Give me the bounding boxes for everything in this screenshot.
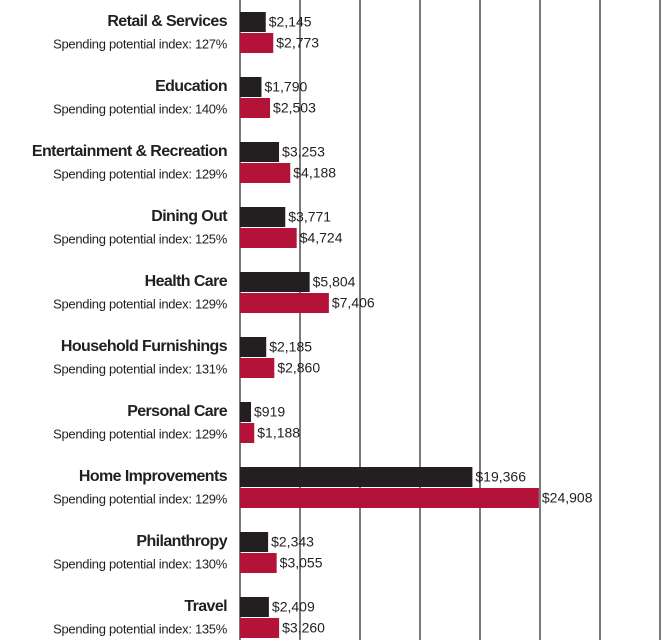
category-label: Dining Out <box>151 208 228 225</box>
bar <box>240 467 473 487</box>
bar <box>240 228 297 248</box>
value-label: $2,773 <box>276 35 319 51</box>
bar <box>240 488 539 508</box>
value-label: $1,790 <box>264 79 307 95</box>
value-label: $19,366 <box>475 469 526 485</box>
index-label: Spending potential index: 140% <box>53 101 228 116</box>
index-label: Spending potential index: 129% <box>53 426 228 441</box>
value-label: $5,804 <box>313 274 356 290</box>
index-label: Spending potential index: 125% <box>53 231 228 246</box>
category-label: Retail & Services <box>107 13 227 30</box>
bar <box>240 163 291 183</box>
index-label: Spending potential index: 129% <box>53 296 228 311</box>
index-label: Spending potential index: 131% <box>53 361 228 376</box>
value-label: $3,055 <box>280 555 323 571</box>
bar <box>240 402 252 422</box>
category-label: Entertainment & Recreation <box>32 143 227 160</box>
category-label: Home Improvements <box>79 468 228 485</box>
bar <box>240 272 310 292</box>
value-label: $2,860 <box>277 360 320 376</box>
category-label: Travel <box>184 598 227 615</box>
category-label: Education <box>155 78 227 95</box>
bar <box>240 553 277 573</box>
value-label: $4,724 <box>300 230 343 246</box>
value-label: $3,771 <box>288 209 331 225</box>
category-label: Health Care <box>145 273 228 290</box>
bar <box>240 207 286 227</box>
bar <box>240 33 274 53</box>
value-label: $2,503 <box>273 100 316 116</box>
bar <box>240 597 269 617</box>
index-label: Spending potential index: 130% <box>53 556 228 571</box>
value-label: $3,253 <box>282 144 325 160</box>
bar <box>240 98 271 118</box>
value-label: $2,409 <box>272 599 315 615</box>
value-label: $24,908 <box>542 490 593 506</box>
bar <box>240 618 280 638</box>
index-label: Spending potential index: 129% <box>53 491 228 506</box>
bar <box>240 337 267 357</box>
value-label: $919 <box>254 404 285 420</box>
bar <box>240 142 280 162</box>
category-label: Personal Care <box>127 403 228 420</box>
bar <box>240 293 329 313</box>
category-label: Philanthropy <box>136 533 227 550</box>
index-label: Spending potential index: 127% <box>53 36 228 51</box>
category-label: Household Furnishings <box>61 338 228 355</box>
bar <box>240 532 269 552</box>
index-label: Spending potential index: 129% <box>53 166 228 181</box>
value-label: $2,343 <box>271 534 314 550</box>
bar <box>240 12 266 32</box>
value-label: $3,260 <box>282 620 325 636</box>
value-label: $1,188 <box>257 425 300 441</box>
value-label: $2,185 <box>269 339 312 355</box>
bar <box>240 423 255 443</box>
value-label: $7,406 <box>332 295 375 311</box>
index-label: Spending potential index: 135% <box>53 621 228 636</box>
value-label: $4,188 <box>293 165 336 181</box>
bar <box>240 77 262 97</box>
bar <box>240 358 275 378</box>
value-label: $2,145 <box>269 14 312 30</box>
